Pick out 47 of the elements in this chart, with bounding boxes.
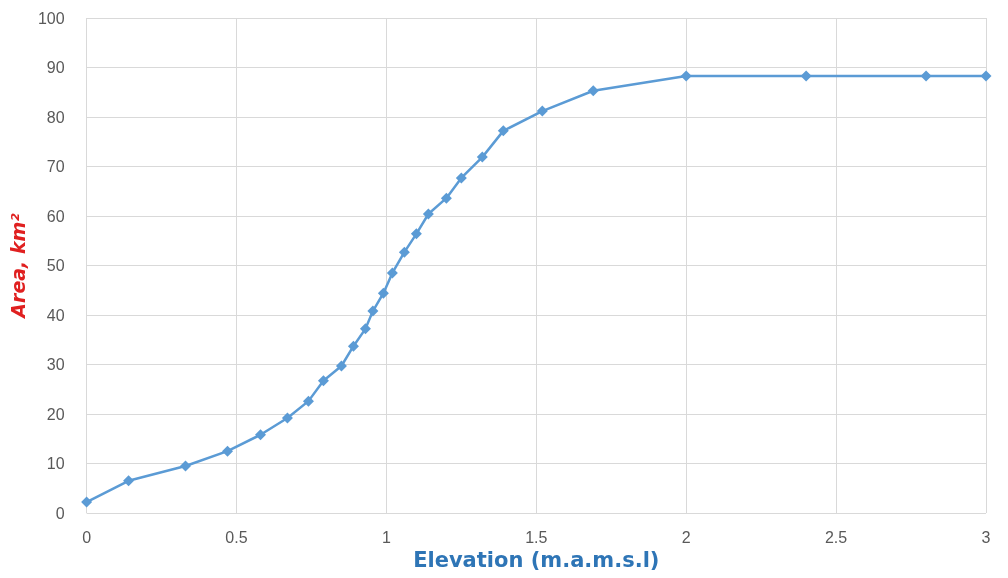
point bbox=[680, 70, 692, 82]
point bbox=[398, 246, 410, 258]
x-tick-label: 1 bbox=[381, 528, 391, 546]
point bbox=[359, 323, 371, 335]
point bbox=[497, 125, 509, 137]
point bbox=[302, 395, 314, 407]
y-tick-label: 60 bbox=[46, 207, 65, 225]
y-tick-label: 100 bbox=[37, 9, 65, 27]
point bbox=[440, 192, 452, 204]
point bbox=[800, 70, 812, 82]
point bbox=[335, 360, 347, 372]
point bbox=[281, 412, 293, 424]
point bbox=[377, 287, 389, 299]
point bbox=[476, 151, 488, 163]
point bbox=[180, 460, 192, 472]
point bbox=[222, 445, 233, 457]
y-tick-label: 70 bbox=[46, 158, 65, 175]
point bbox=[422, 208, 434, 220]
x-tick-label: 2.5 bbox=[824, 528, 848, 546]
y-tick-label: 20 bbox=[46, 405, 65, 423]
point bbox=[367, 305, 379, 317]
x-tick-label: 0 bbox=[82, 528, 92, 546]
point bbox=[920, 70, 932, 82]
point bbox=[386, 267, 398, 279]
x-tick-label: 3 bbox=[981, 528, 991, 546]
point bbox=[317, 375, 329, 387]
point bbox=[410, 228, 422, 240]
x-tick-label: 2 bbox=[681, 528, 691, 546]
point bbox=[254, 429, 266, 441]
point bbox=[347, 340, 359, 352]
y-tick-label: 30 bbox=[46, 356, 65, 373]
point bbox=[980, 70, 992, 82]
x-axis-title: Elevation (m.a.m.s.l) bbox=[413, 548, 660, 573]
y-tick-label: 40 bbox=[46, 306, 65, 324]
y-tick-label: 10 bbox=[46, 455, 65, 472]
point bbox=[587, 85, 599, 97]
y-tick-label: 90 bbox=[46, 59, 65, 76]
y-tick-label: 0 bbox=[55, 504, 65, 522]
point bbox=[536, 105, 548, 117]
x-tick-label: 0.5 bbox=[225, 528, 248, 546]
x-tick-label: 1.5 bbox=[525, 528, 548, 546]
y-axis-title: Area, km² bbox=[6, 212, 29, 320]
y-tick-label: 50 bbox=[46, 257, 65, 274]
point bbox=[123, 475, 135, 487]
point bbox=[81, 496, 93, 508]
y-tick-label: 80 bbox=[46, 108, 65, 126]
point bbox=[455, 172, 467, 184]
